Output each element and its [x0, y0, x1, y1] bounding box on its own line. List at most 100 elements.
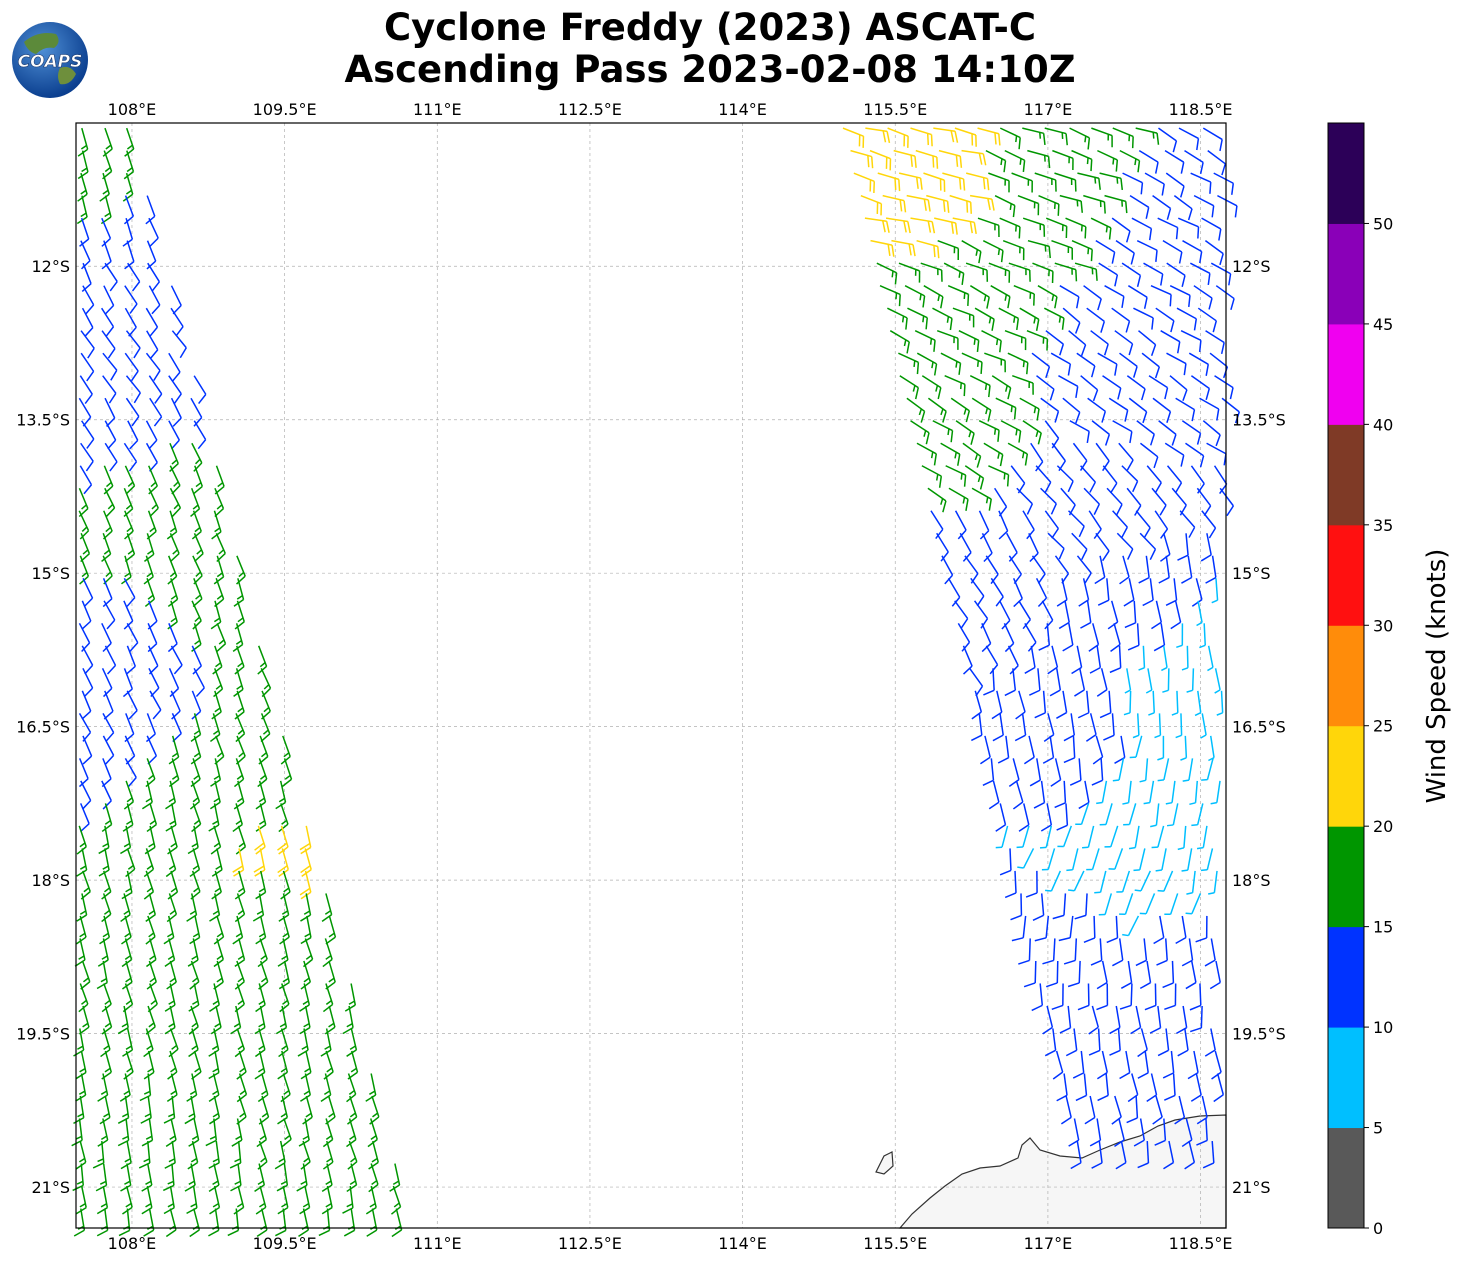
wind-barb [1052, 983, 1063, 1009]
barb-half-flag [372, 1181, 377, 1185]
barb-full-flag [988, 198, 990, 209]
wind-barb [166, 1209, 176, 1237]
barb-half-flag [259, 888, 264, 891]
barb-full-flag [1037, 319, 1039, 331]
barb-half-flag [83, 550, 88, 554]
barb-staff [1115, 1096, 1121, 1117]
barb-full-flag [1063, 645, 1073, 651]
barb-staff [975, 691, 981, 712]
lon-tick-label-top: 108°E [108, 100, 157, 119]
barb-full-flag [154, 417, 161, 426]
barb-staff [194, 668, 204, 687]
wind-barb [1194, 196, 1214, 218]
wind-barb [907, 398, 925, 422]
map-frame [76, 123, 1226, 1228]
barb-full-flag [1150, 228, 1152, 240]
barb-staff [1068, 1006, 1070, 1028]
barb-half-flag [83, 1023, 88, 1027]
barb-full-flag [1005, 893, 1016, 897]
barb-staff [1144, 938, 1146, 960]
wind-barb [1051, 353, 1070, 375]
barb-full-flag [106, 508, 114, 516]
barb-staff [1092, 421, 1109, 435]
wind-barb [103, 668, 112, 696]
barb-staff [1136, 1096, 1137, 1118]
barb-half-flag [122, 1136, 128, 1139]
barb-full-flag [1122, 296, 1124, 308]
barb-half-flag [217, 956, 222, 960]
barb-staff [1177, 308, 1196, 319]
wind-barb [79, 511, 88, 539]
barb-full-flag [1033, 915, 1044, 920]
wind-barb [1178, 826, 1186, 849]
barb-full-flag [76, 1073, 86, 1079]
barb-full-flag [940, 476, 942, 488]
barb-staff [146, 308, 157, 327]
barb-staff [1113, 511, 1128, 527]
barb-half-flag [80, 1204, 85, 1207]
lon-tick-label-top: 112.5°E [558, 100, 622, 119]
colorbar-bin [1328, 1128, 1364, 1229]
barb-staff [1130, 691, 1131, 713]
barb-half-flag [903, 316, 904, 322]
barb-full-flag [1145, 297, 1147, 308]
barb-full-flag [1220, 139, 1222, 150]
lon-tick-label-top: 118.5°E [1169, 100, 1233, 119]
wind-barb [1120, 556, 1129, 584]
wind-barb [80, 466, 91, 494]
wind-barb [1211, 263, 1230, 285]
wind-barb [959, 331, 979, 352]
barb-half-flag [169, 1024, 174, 1027]
wind-barb [907, 196, 930, 212]
barb-staff [1189, 758, 1193, 780]
wind-barb [986, 646, 997, 674]
barb-full-flag [82, 621, 91, 629]
barb-half-flag [350, 1181, 355, 1184]
barb-full-flag [1229, 274, 1231, 286]
barb-full-flag [1105, 344, 1108, 355]
wind-barb [83, 668, 93, 696]
barb-full-flag [106, 327, 113, 336]
wind-barb [916, 151, 938, 169]
barb-half-flag [196, 483, 201, 487]
lon-tick-label-top: 115.5°E [863, 100, 927, 119]
barb-full-flag [1097, 983, 1107, 989]
barb-staff [1222, 691, 1223, 713]
barb-staff [1122, 263, 1140, 275]
wind-barb [1163, 1051, 1174, 1078]
barb-full-flag [1064, 960, 1075, 963]
barb-full-flag [1096, 1005, 1107, 1009]
barb-staff [147, 421, 157, 440]
wind-barb [1206, 556, 1216, 583]
wind-barb [1171, 601, 1181, 629]
barb-half-flag [108, 504, 112, 508]
barb-staff [1145, 1051, 1148, 1073]
wind-barb [1214, 173, 1234, 195]
barb-full-flag [166, 1230, 176, 1237]
barb-full-flag [1182, 960, 1192, 965]
wind-barb [1162, 668, 1168, 692]
wind-barb [1123, 803, 1136, 824]
barb-half-flag [126, 505, 131, 509]
wind-barb [105, 646, 115, 674]
wind-barb [126, 376, 140, 403]
barb-half-flag [236, 641, 241, 645]
lon-tick-label-top: 114°E [718, 100, 767, 119]
barb-half-flag [1139, 668, 1145, 670]
lat-tick-label-right: 13.5°S [1232, 411, 1286, 430]
barb-half-flag [105, 168, 110, 172]
barb-staff [126, 398, 138, 416]
barb-full-flag [1080, 623, 1090, 629]
barb-full-flag [132, 416, 139, 426]
barb-full-flag [1034, 803, 1044, 808]
barb-full-flag [152, 282, 159, 291]
barb-full-flag [1162, 184, 1164, 196]
barb-staff [1202, 511, 1216, 528]
barb-full-flag [983, 780, 994, 785]
barb-staff [1113, 421, 1132, 432]
wind-barb [1163, 961, 1174, 987]
barb-full-flag [1087, 431, 1089, 443]
wind-barb [1140, 533, 1155, 559]
wind-barb [194, 533, 203, 561]
colorbar-bin [1328, 324, 1364, 425]
